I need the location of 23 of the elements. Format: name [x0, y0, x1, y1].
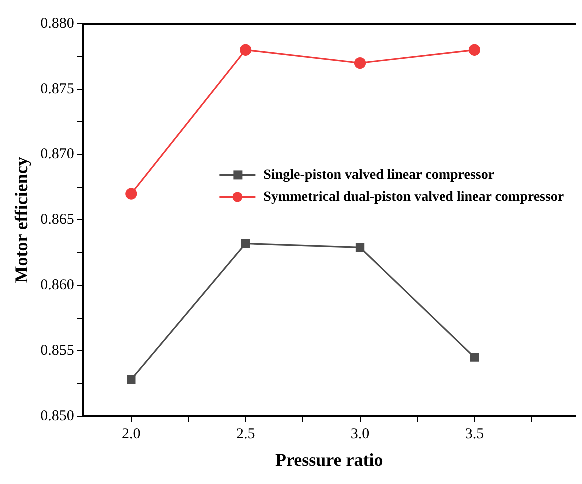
- point: [240, 44, 252, 56]
- x-axis-title: Pressure ratio: [275, 450, 384, 470]
- point: [356, 243, 365, 252]
- point: [126, 188, 138, 200]
- y-tick-label: 0.855: [40, 342, 74, 359]
- point: [468, 44, 480, 56]
- point: [242, 239, 250, 248]
- x-tick-label: 2.0: [122, 426, 141, 442]
- y-tick-label: 0.880: [40, 16, 74, 32]
- y-tick-label: 0.865: [40, 212, 74, 228]
- x-tick-label: 3.5: [465, 426, 484, 442]
- point: [127, 375, 136, 384]
- y-tick-label: 0.860: [40, 278, 74, 294]
- legend-label: Symmetrical dual-piston valved linear compressor: [264, 190, 564, 205]
- legend-label: Single-piston valved linear compressor: [264, 168, 495, 183]
- y-tick-label: 0.875: [40, 81, 74, 98]
- point: [354, 57, 366, 70]
- y-tick-label: 0.870: [40, 146, 74, 163]
- x-tick-label: 3.0: [350, 426, 370, 442]
- point: [470, 353, 480, 362]
- y-tick-label: 0.850: [40, 408, 74, 424]
- x-tick-label: 2.5: [236, 426, 256, 442]
- y-axis-title: Motor efficiency: [11, 157, 32, 284]
